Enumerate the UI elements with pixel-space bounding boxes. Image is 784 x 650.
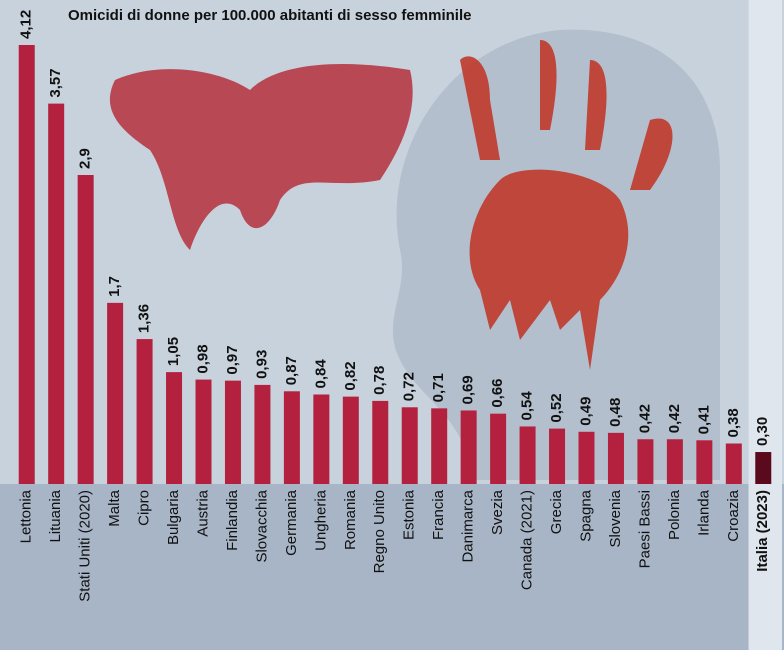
bar <box>342 396 359 484</box>
value-label: 0,41 <box>695 405 712 434</box>
category-label: Paesi Bassi <box>636 490 653 568</box>
category-label: Slovenia <box>607 489 624 547</box>
label-band <box>0 484 784 650</box>
value-label: 0,82 <box>342 361 359 390</box>
bar <box>401 407 418 484</box>
category-label: Francia <box>430 489 447 540</box>
category-label: Grecia <box>548 489 565 534</box>
category-label: Spagna <box>577 489 594 541</box>
bar <box>549 428 566 484</box>
map-decoration <box>109 64 413 250</box>
value-label: 0,72 <box>401 372 418 401</box>
bar <box>224 380 241 484</box>
value-label: 0,71 <box>430 373 447 402</box>
value-label: 0,66 <box>489 378 506 407</box>
value-label: 0,98 <box>194 344 211 373</box>
value-label: 1,05 <box>165 337 182 366</box>
value-label: 0,97 <box>224 345 241 374</box>
chart-title: Omicidi di donne per 100.000 abitanti di… <box>68 7 471 24</box>
value-label: 1,36 <box>136 304 153 333</box>
bar <box>254 384 271 484</box>
value-label: 4,12 <box>18 10 35 39</box>
category-label: Lituania <box>47 489 64 542</box>
bar <box>195 379 212 484</box>
value-label: 0,38 <box>725 408 742 437</box>
value-label: 1,7 <box>106 276 123 297</box>
bar <box>696 440 713 484</box>
category-label: Austria <box>194 489 211 536</box>
category-label: Ungheria <box>312 489 329 551</box>
category-label: Italia (2023) <box>754 490 771 572</box>
category-label: Danimarca <box>460 489 477 562</box>
bar <box>666 439 683 484</box>
bar <box>18 45 35 484</box>
bar <box>725 443 742 484</box>
category-label: Lettonia <box>18 489 35 543</box>
highlight-column <box>748 0 782 650</box>
category-label: Stati Uniti (2020) <box>77 490 94 602</box>
bar <box>283 391 300 484</box>
bar <box>755 452 772 484</box>
value-label: 3,57 <box>47 68 64 97</box>
value-label: 0,48 <box>607 398 624 427</box>
bar <box>136 339 153 484</box>
value-label: 0,84 <box>312 359 329 389</box>
bar <box>372 400 389 484</box>
hand-decoration <box>460 40 673 370</box>
value-label: 0,30 <box>754 417 771 446</box>
category-label: Malta <box>106 489 123 526</box>
category-label: Romania <box>342 489 359 550</box>
category-label: Finlandia <box>224 489 241 551</box>
category-label: Slovacchia <box>253 489 270 562</box>
value-label: 0,78 <box>371 366 388 395</box>
bar <box>48 103 65 484</box>
value-label: 0,87 <box>283 356 300 385</box>
category-label: Svezia <box>489 489 506 535</box>
value-label: 0,49 <box>577 397 594 426</box>
category-label: Croazia <box>725 489 742 541</box>
category-label: Cipro <box>136 490 153 526</box>
bar <box>578 431 595 484</box>
category-label: Regno Unito <box>371 490 388 573</box>
category-label: Canada (2021) <box>519 490 536 590</box>
bar <box>431 408 448 484</box>
value-label: 0,42 <box>636 404 653 433</box>
category-label: Bulgaria <box>165 489 182 545</box>
category-label: Estonia <box>401 489 418 540</box>
value-label: 0,42 <box>666 404 683 433</box>
bar <box>607 432 624 484</box>
bar <box>519 426 536 484</box>
bar <box>460 410 477 484</box>
value-label: 0,52 <box>548 393 565 422</box>
bar <box>490 413 507 484</box>
bar <box>166 372 183 484</box>
value-label: 0,54 <box>519 391 536 421</box>
bar <box>77 174 94 484</box>
bar <box>107 302 124 484</box>
value-label: 0,69 <box>460 375 477 404</box>
value-label: 0,93 <box>253 350 270 379</box>
bar <box>313 394 330 484</box>
category-label: Polonia <box>666 489 683 540</box>
value-label: 2,9 <box>77 148 94 169</box>
category-label: Irlanda <box>695 489 712 536</box>
category-label: Germania <box>283 489 300 556</box>
bar <box>637 439 654 484</box>
